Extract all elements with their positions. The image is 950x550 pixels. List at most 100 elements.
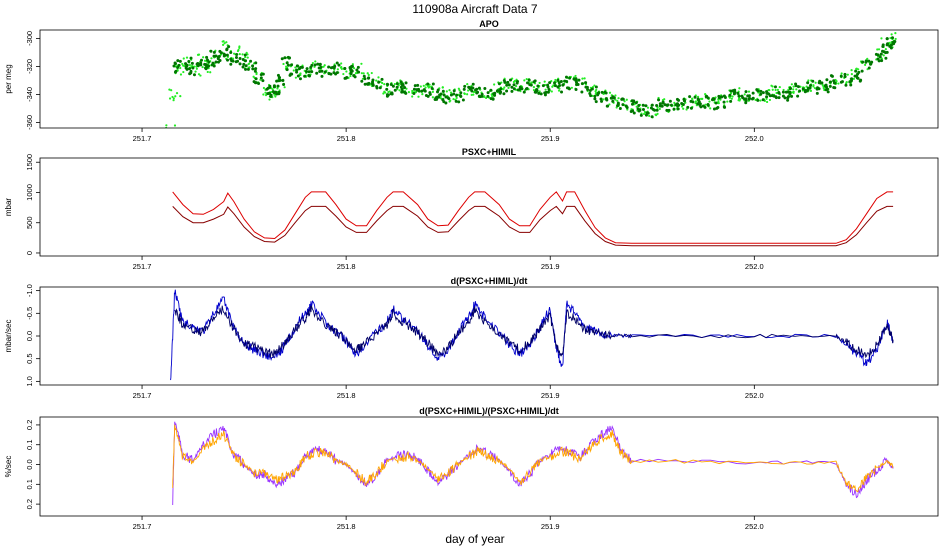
y-tick-label: 1.0 xyxy=(25,376,34,386)
data-point xyxy=(249,59,253,63)
data-point xyxy=(608,91,612,94)
data-point xyxy=(203,59,207,62)
data-point xyxy=(660,104,664,108)
data-point xyxy=(510,85,514,89)
data-point xyxy=(630,99,634,103)
data-point xyxy=(222,40,225,43)
data-point xyxy=(657,96,660,100)
panel-title: APO xyxy=(479,19,499,29)
data-point xyxy=(657,98,661,102)
data-point xyxy=(428,92,432,96)
data-point xyxy=(262,86,266,90)
data-point xyxy=(609,96,613,100)
data-point xyxy=(590,87,594,91)
data-point xyxy=(323,70,327,74)
data-point xyxy=(292,69,295,72)
series-group xyxy=(172,191,894,247)
data-point xyxy=(673,101,676,104)
data-point xyxy=(518,85,522,89)
data-point xyxy=(580,82,584,86)
data-point xyxy=(625,105,629,109)
data-point xyxy=(444,95,448,99)
data-point xyxy=(632,111,636,115)
data-point xyxy=(275,79,279,83)
data-point xyxy=(244,59,248,63)
data-point xyxy=(179,73,183,76)
data-point xyxy=(399,80,403,84)
data-point xyxy=(815,87,819,91)
plot-frame xyxy=(39,157,939,257)
data-point xyxy=(792,91,795,94)
data-point xyxy=(221,43,225,46)
data-point xyxy=(342,72,345,76)
y-tick-label: -0.5 xyxy=(25,307,34,320)
data-point xyxy=(594,85,598,89)
data-point xyxy=(303,74,307,78)
data-point xyxy=(323,64,326,67)
data-point xyxy=(466,83,469,86)
data-point xyxy=(343,67,347,70)
data-point xyxy=(268,98,271,101)
data-point xyxy=(729,99,733,103)
data-point xyxy=(551,85,554,88)
data-point xyxy=(890,33,893,36)
data-point xyxy=(790,83,793,86)
data-point xyxy=(187,60,191,64)
data-point xyxy=(655,108,659,112)
data-point xyxy=(635,105,638,108)
x-tick-label: 251.9 xyxy=(541,391,560,400)
data-point xyxy=(165,124,168,127)
data-point xyxy=(173,70,177,74)
data-point xyxy=(807,79,810,82)
data-point xyxy=(699,105,703,109)
data-point xyxy=(314,60,317,63)
data-point xyxy=(581,77,584,80)
data-point xyxy=(318,63,322,67)
data-point xyxy=(357,70,361,74)
x-tick-label: 251.9 xyxy=(541,522,560,531)
data-point xyxy=(439,92,443,96)
data-point xyxy=(644,104,648,108)
y-tick-label: 0.0 xyxy=(25,459,34,469)
x-tick-label: 251.7 xyxy=(133,391,152,400)
data-point xyxy=(644,113,648,117)
data-point xyxy=(738,98,742,101)
data-point xyxy=(337,63,341,67)
data-point xyxy=(489,88,493,92)
data-point xyxy=(754,98,757,102)
data-point xyxy=(744,97,748,101)
data-point xyxy=(435,95,439,99)
data-point xyxy=(688,95,692,99)
data-point xyxy=(530,81,533,84)
data-point xyxy=(881,43,885,47)
data-point xyxy=(885,43,889,47)
data-point xyxy=(773,85,777,89)
data-point xyxy=(307,70,311,74)
data-point xyxy=(182,57,185,60)
data-point xyxy=(650,103,654,107)
series-group xyxy=(172,421,894,506)
data-point xyxy=(505,89,509,93)
data-point xyxy=(227,45,231,49)
data-point xyxy=(766,100,769,104)
y-tick-label: 0.1 xyxy=(25,479,34,489)
data-point xyxy=(367,76,371,80)
data-point xyxy=(731,95,734,98)
data-point xyxy=(441,89,445,93)
y-tick-label: 500 xyxy=(25,216,34,229)
data-point xyxy=(728,93,732,97)
data-point xyxy=(192,73,196,77)
data-point xyxy=(269,94,273,98)
data-point xyxy=(864,63,867,66)
data-point xyxy=(276,73,280,77)
data-point xyxy=(543,91,547,95)
data-point xyxy=(795,88,798,91)
data-point xyxy=(704,103,707,106)
data-point xyxy=(493,91,497,95)
data-point xyxy=(600,99,604,103)
data-point xyxy=(327,65,331,69)
data-point xyxy=(539,92,543,96)
data-point xyxy=(370,71,373,75)
data-point xyxy=(728,96,732,99)
data-point xyxy=(340,67,343,70)
